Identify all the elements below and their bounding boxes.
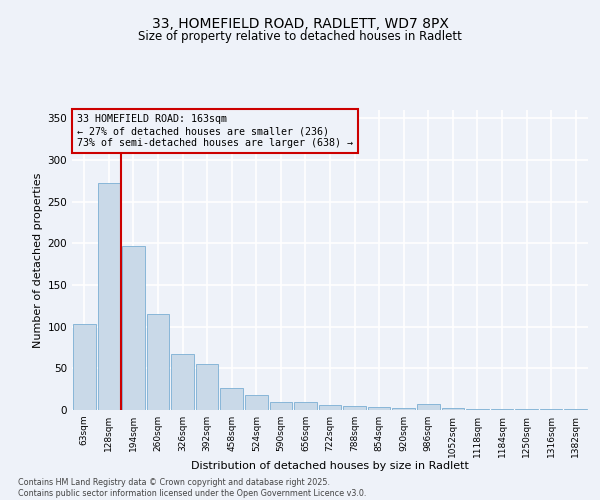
Bar	[196, 364, 218, 410]
Bar	[565, 409, 587, 410]
Bar	[540, 409, 562, 410]
X-axis label: Distribution of detached houses by size in Radlett: Distribution of detached houses by size …	[191, 461, 469, 471]
Text: Size of property relative to detached houses in Radlett: Size of property relative to detached ho…	[138, 30, 462, 43]
Bar	[515, 409, 538, 410]
Bar	[466, 409, 489, 410]
Bar	[319, 405, 341, 410]
Text: 33, HOMEFIELD ROAD, RADLETT, WD7 8PX: 33, HOMEFIELD ROAD, RADLETT, WD7 8PX	[152, 18, 448, 32]
Bar	[343, 406, 366, 410]
Text: Contains HM Land Registry data © Crown copyright and database right 2025.
Contai: Contains HM Land Registry data © Crown c…	[18, 478, 367, 498]
Y-axis label: Number of detached properties: Number of detached properties	[33, 172, 43, 348]
Bar	[220, 388, 243, 410]
Bar	[98, 184, 120, 410]
Bar	[442, 408, 464, 410]
Bar	[392, 408, 415, 410]
Bar	[294, 402, 317, 410]
Bar	[491, 409, 514, 410]
Text: 33 HOMEFIELD ROAD: 163sqm
← 27% of detached houses are smaller (236)
73% of semi: 33 HOMEFIELD ROAD: 163sqm ← 27% of detac…	[77, 114, 353, 148]
Bar	[368, 406, 391, 410]
Bar	[269, 402, 292, 410]
Bar	[146, 314, 169, 410]
Bar	[171, 354, 194, 410]
Bar	[122, 246, 145, 410]
Bar	[245, 395, 268, 410]
Bar	[417, 404, 440, 410]
Bar	[73, 324, 95, 410]
